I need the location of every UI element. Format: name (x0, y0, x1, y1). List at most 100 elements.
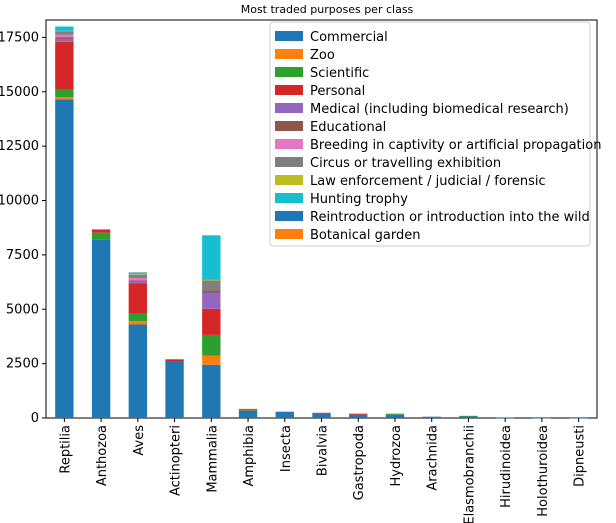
legend-label: Breeding in captivity or artificial prop… (310, 138, 601, 153)
x-tick-label: Actinopteri (169, 425, 184, 496)
bar-segment (349, 413, 368, 415)
bar-segment (202, 279, 221, 281)
bar-segment (128, 283, 148, 314)
x-tick-label: Bivalvia (316, 425, 331, 476)
bar-segment (55, 37, 74, 39)
bars-layer (55, 26, 588, 419)
legend-label: Circus or travelling exhibition (310, 156, 501, 171)
y-axis: 0 2500 5000 7500 10000 12500 15000 17500 (0, 30, 46, 426)
legend-label: Commercial (310, 30, 388, 45)
x-tick-label: Holothuroidea (536, 425, 551, 517)
bar-segment (55, 89, 74, 98)
x-tick-label: Insecta (279, 425, 294, 472)
legend-swatch (275, 157, 303, 167)
bar-segment (128, 321, 148, 325)
y-tick-label: 2500 (6, 357, 39, 372)
y-tick-label: 0 (31, 411, 39, 426)
bar-segment (55, 41, 74, 90)
bar-segment (55, 99, 74, 418)
y-tick-label: 15000 (0, 85, 39, 100)
bar-segment (55, 26, 74, 31)
bar-segment (91, 229, 111, 233)
bar-segment (128, 281, 148, 284)
legend-swatch (275, 49, 303, 59)
x-tick-label: Reptilia (58, 425, 73, 474)
legend-label: Personal (310, 84, 365, 99)
legend-swatch (275, 121, 303, 131)
bar-segment (128, 324, 148, 418)
bar-segment (128, 273, 148, 275)
bar-segment (91, 239, 111, 418)
y-tick-label: 7500 (6, 248, 39, 263)
legend-swatch (275, 193, 303, 203)
x-tick-label: Gastropoda (352, 425, 367, 500)
legend-swatch (275, 67, 303, 77)
legend-label: Educational (310, 120, 386, 135)
legend-label: Reintroduction or introduction into the … (310, 210, 590, 225)
y-tick-label: 17500 (0, 30, 39, 45)
legend: Commercial Zoo Scientific Personal Medical (… (269, 21, 601, 247)
x-tick-label: Anthozoa (95, 425, 110, 486)
bar-segment (202, 235, 221, 280)
bar-segment (202, 308, 221, 335)
bar-segment (55, 30, 74, 32)
x-axis: Reptilia Anthozoa Aves Actinopteri Mammalia A… (58, 418, 588, 523)
y-tick-label: 5000 (6, 302, 39, 317)
legend-label: Law enforcement / judicial / forensic (310, 174, 546, 189)
bar-segment (349, 414, 368, 418)
bar-segment (238, 409, 258, 411)
x-tick-label: Hydrozoa (389, 425, 404, 486)
legend-swatch (275, 139, 303, 149)
bar-segment (495, 417, 515, 419)
legend-label: Medical (including biomedical research) (310, 102, 569, 117)
x-tick-label: Arachnida (426, 425, 441, 491)
bar-segment (275, 411, 294, 418)
bar-segment (128, 272, 148, 274)
legend-swatch (275, 229, 303, 239)
legend-swatch (275, 211, 303, 221)
x-tick-label: Hirudinoidea (499, 425, 514, 508)
y-tick-label: 10000 (0, 194, 39, 209)
legend-label: Botanical garden (310, 228, 420, 243)
chart-title: Most traded purposes per class (241, 3, 414, 16)
bar-segment (91, 232, 111, 240)
bar-segment (128, 274, 148, 278)
bar-segment (312, 412, 331, 414)
legend-label: Zoo (310, 48, 335, 63)
legend-label: Scientific (310, 66, 369, 81)
x-tick-label: Mammalia (205, 425, 220, 493)
bar-segment (202, 290, 221, 293)
bar-segment (385, 413, 405, 415)
bar-segment (55, 97, 74, 100)
bar-segment (55, 31, 74, 35)
bar-segment (128, 274, 148, 275)
bar-segment (165, 361, 184, 418)
bar-segment (459, 415, 478, 417)
bar-segment (55, 38, 74, 42)
legend-swatch (275, 103, 303, 113)
bar-segment (202, 334, 221, 356)
bar-segment (128, 277, 148, 281)
x-tick-label: Elasmobranchii (462, 425, 477, 523)
bar-segment (128, 313, 148, 322)
legend-label: Hunting trophy (310, 192, 408, 207)
y-tick-label: 12500 (0, 139, 39, 154)
legend-swatch (275, 175, 303, 185)
bar-segment (202, 292, 221, 309)
x-tick-label: Amphibia (242, 425, 257, 487)
bar-segment (165, 359, 184, 362)
x-tick-label: Dipneusti (573, 425, 588, 487)
bar-segment (459, 416, 478, 418)
bar-segment (128, 280, 148, 282)
bar-segment (202, 355, 221, 365)
bar-segment (312, 413, 331, 418)
bar-segment (202, 280, 221, 291)
bar-segment (385, 414, 405, 418)
bar-segment (55, 34, 74, 38)
bar-segment (238, 408, 258, 410)
x-tick-label: Aves (132, 425, 147, 456)
bar-segment (238, 410, 258, 418)
legend-swatch (275, 31, 303, 41)
legend-swatch (275, 85, 303, 95)
